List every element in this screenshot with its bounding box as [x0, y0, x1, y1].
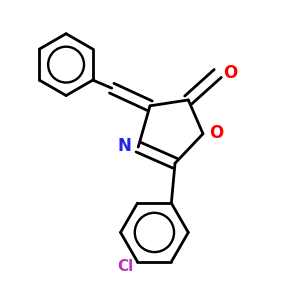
Text: N: N [117, 136, 131, 154]
Text: Cl: Cl [117, 259, 133, 274]
Text: O: O [223, 64, 237, 82]
Text: O: O [209, 124, 223, 142]
